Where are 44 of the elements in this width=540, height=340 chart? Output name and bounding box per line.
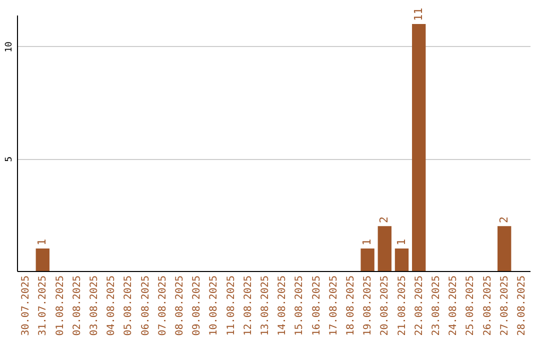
x-tick-label: 16.08.2025 — [311, 276, 322, 336]
x-tick-label: 01.08.2025 — [54, 276, 66, 336]
x-tick-label: 14.08.2025 — [277, 276, 288, 336]
x-tick-label: 08.08.2025 — [174, 276, 186, 336]
data-label: 1 — [360, 238, 374, 246]
x-tick-label: 28.08.2025 — [516, 276, 528, 336]
bar — [360, 248, 374, 271]
data-label: 2 — [497, 216, 510, 224]
x-tick-label: 07.08.2025 — [157, 276, 168, 336]
y-tick-label: 10 — [4, 42, 14, 52]
x-tick-label: 11.08.2025 — [226, 276, 237, 336]
x-tick-label: 17.08.2025 — [328, 276, 340, 336]
bar — [498, 226, 512, 271]
x-tick-label: 24.08.2025 — [448, 276, 460, 336]
x-tick-label: 26.08.2025 — [482, 276, 494, 336]
data-label: 11 — [412, 8, 425, 21]
x-tick-label: 30.07.2025 — [20, 276, 32, 336]
x-tick-label: 04.08.2025 — [106, 276, 118, 336]
x-tick-label: 18.08.2025 — [345, 276, 356, 336]
data-label: 1 — [36, 238, 49, 246]
x-tick-label: 31.07.2025 — [38, 276, 49, 336]
bar — [36, 248, 50, 271]
bar — [378, 226, 392, 271]
x-tick-label: 05.08.2025 — [123, 276, 134, 336]
x-tick-label: 13.08.2025 — [260, 276, 271, 336]
x-tick-label: 23.08.2025 — [430, 276, 442, 336]
x-tick-label: 15.08.2025 — [294, 276, 306, 336]
x-tick-label: 19.08.2025 — [362, 276, 374, 336]
bar — [394, 248, 409, 271]
x-tick-label: 09.08.2025 — [192, 276, 203, 336]
x-tick-label: 12.08.2025 — [242, 276, 254, 336]
x-tick-label: 02.08.2025 — [72, 276, 83, 336]
x-tick-label: 21.08.2025 — [396, 276, 408, 336]
x-tick-label: 03.08.2025 — [88, 276, 100, 336]
y-tick-label: 5 — [4, 156, 14, 162]
x-tick-label: 27.08.2025 — [499, 276, 510, 336]
bar — [412, 24, 426, 271]
x-tick-label: 06.08.2025 — [140, 276, 152, 336]
data-label: 1 — [394, 238, 408, 246]
x-tick-label: 22.08.2025 — [414, 276, 425, 336]
x-tick-label: 20.08.2025 — [380, 276, 391, 336]
x-tick-label: 10.08.2025 — [208, 276, 220, 336]
data-label: 2 — [378, 216, 391, 224]
x-tick-label: 25.08.2025 — [465, 276, 476, 336]
